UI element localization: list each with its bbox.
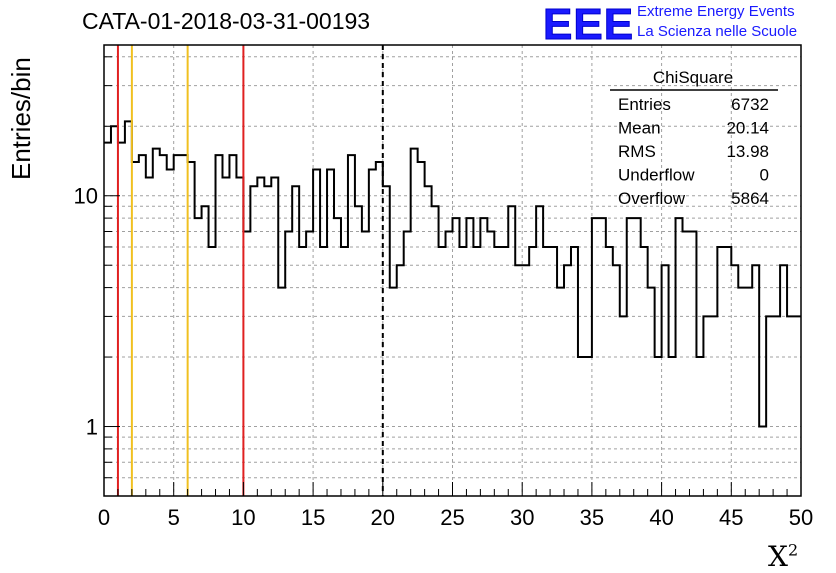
eee-logo: EEE: [542, 0, 635, 50]
y-tick-label: 10: [74, 184, 98, 209]
stats-row-value: 0: [760, 166, 769, 185]
reference-lines: [116, 45, 384, 496]
y-axis-label: Entries/bin: [6, 57, 36, 180]
logo-subtitle-2: La Scienza nelle Scuole: [637, 23, 798, 40]
x-tick-label: 40: [649, 505, 673, 530]
x-tick-label: 35: [580, 505, 604, 530]
x-tick-label: 0: [98, 505, 110, 530]
stats-row-value: 5864: [731, 189, 769, 208]
x-tick-label: 20: [371, 505, 395, 530]
x-axis-label-sup: 2: [787, 540, 799, 560]
stats-box: ChiSquare Entries 6732 Mean 20.14 RMS 13.98 Un…: [610, 68, 778, 208]
x-axis-label: X2: [768, 540, 798, 573]
x-tick-label: 15: [301, 505, 325, 530]
stats-row-label: Overflow: [618, 189, 686, 208]
histogram-line: [104, 120, 801, 428]
stats-row-label: RMS: [618, 142, 656, 161]
stats-row-label: Mean: [618, 119, 661, 138]
x-tick-label: 10: [231, 505, 255, 530]
x-tick-label: 45: [719, 505, 743, 530]
x-tick-label: 50: [789, 505, 813, 530]
axis-ticks: 0 5 10 15 20 25 30 35 40 45 50 1 10: [74, 56, 813, 530]
histogram-series: [104, 120, 801, 428]
stats-row-label: Underflow: [618, 166, 695, 185]
y-tick-label: 1: [86, 415, 98, 440]
x-tick-label: 5: [168, 505, 180, 530]
logo-subtitle-1: Extreme Energy Events: [637, 3, 795, 20]
x-tick-label: 30: [510, 505, 534, 530]
stats-title: ChiSquare: [653, 68, 733, 87]
stats-row-value: 13.98: [726, 142, 769, 161]
x-axis-label-base: X: [768, 540, 788, 573]
stats-row-value: 20.14: [726, 119, 769, 138]
x-tick-label: 25: [440, 505, 464, 530]
stats-row-value: 6732: [731, 95, 769, 114]
page-title: CATA-01-2018-03-31-00193: [82, 8, 371, 34]
stats-row-label: Entries: [618, 95, 671, 114]
